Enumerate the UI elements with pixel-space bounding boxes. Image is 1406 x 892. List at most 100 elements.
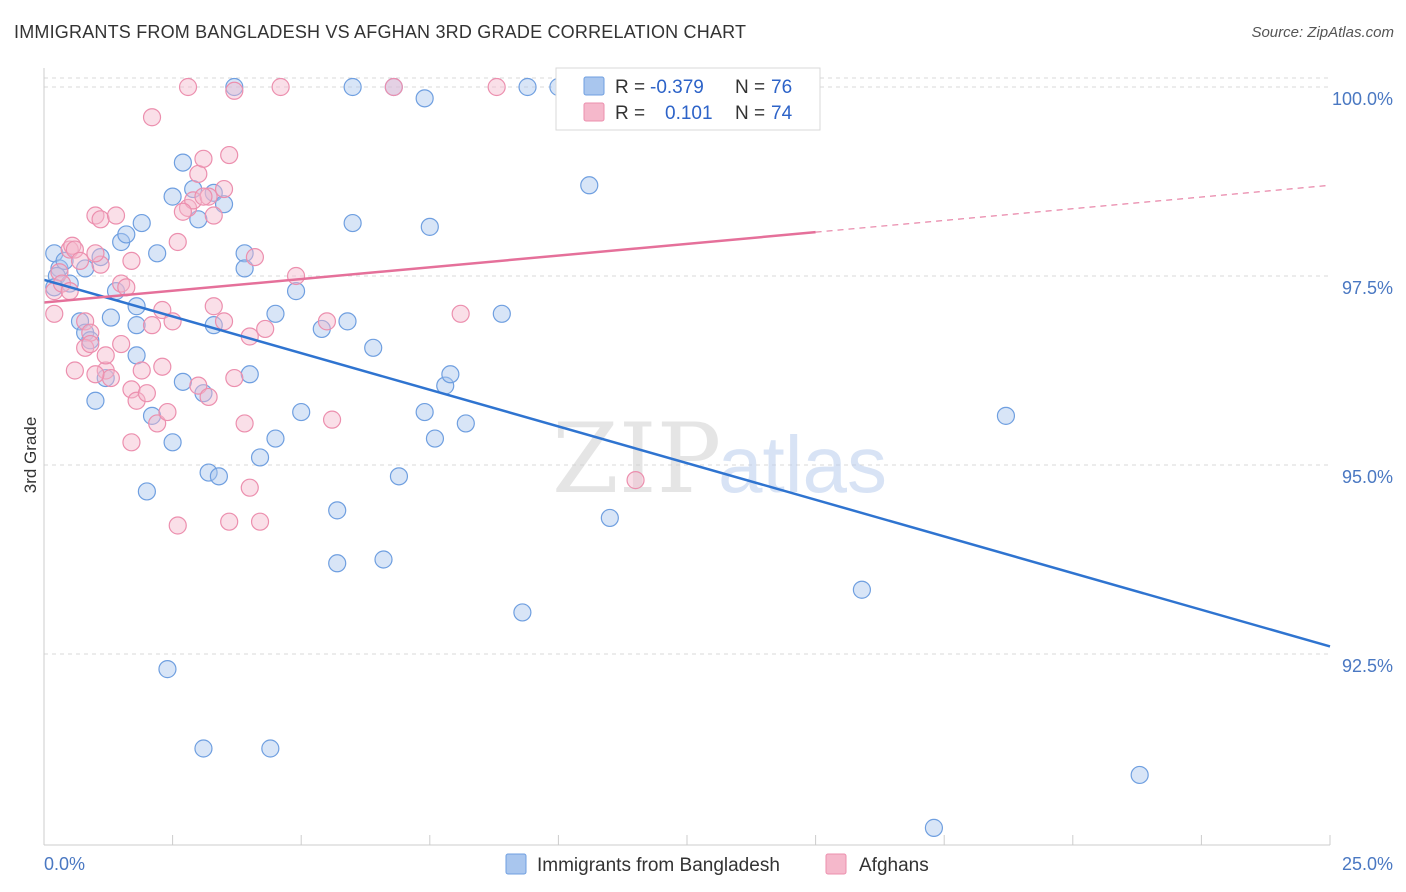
blue-point — [389, 467, 409, 486]
bottom-legend-swatch-blue — [505, 853, 527, 875]
pink-point — [168, 516, 187, 535]
blue-point — [996, 406, 1016, 425]
pink-point — [184, 191, 203, 210]
blue-point — [441, 365, 460, 384]
x-tick-label: 25.0% — [1342, 854, 1393, 874]
blue-point — [173, 372, 192, 391]
pink-point — [142, 316, 162, 335]
pink-point — [81, 334, 100, 354]
blue-trend-line — [43, 278, 1331, 648]
blue-point — [163, 433, 182, 452]
pink-point — [214, 312, 234, 331]
pink-point — [65, 361, 84, 380]
pink-point — [45, 304, 64, 323]
pink-point — [322, 410, 342, 429]
blue-point — [513, 603, 532, 622]
pink-point — [271, 77, 290, 97]
blue-point — [117, 225, 136, 244]
pink-point — [204, 297, 223, 316]
pink-point — [384, 77, 403, 97]
blue-point — [328, 554, 347, 573]
pink-point — [70, 251, 90, 270]
y-tick-label: 97.5% — [1342, 278, 1393, 298]
blue-point — [924, 818, 944, 837]
blue-point — [420, 217, 439, 236]
bottom-legend-swatch-pink — [825, 853, 847, 875]
blue-point — [209, 467, 228, 486]
legend-box: R = -0.379 N = 76 R = 0.101 N = 74 — [555, 67, 821, 131]
blue-point — [266, 429, 285, 448]
pink-point — [142, 108, 162, 127]
pink-point — [245, 248, 265, 267]
blue-point — [101, 308, 120, 327]
bottom-legend-label-pink: Afghans — [859, 855, 929, 876]
legend-r-value-blue: -0.379 — [650, 77, 704, 98]
pink-point — [122, 251, 141, 270]
legend-r-label-pink: R = — [615, 103, 645, 124]
y-tick-label: 95.0% — [1342, 467, 1393, 487]
blue-point — [492, 304, 511, 323]
blue-point — [235, 244, 254, 263]
blue-point — [261, 739, 280, 758]
pink-point — [91, 210, 110, 229]
blue-point — [194, 739, 213, 758]
legend-swatch-pink — [583, 102, 605, 122]
blue-point — [338, 312, 357, 331]
blue-point — [292, 402, 311, 422]
blue-point — [364, 338, 383, 357]
pink-point — [487, 77, 506, 97]
blue-point — [132, 213, 151, 233]
pink-point — [137, 384, 156, 403]
blue-point — [286, 282, 306, 301]
pink-point — [199, 387, 218, 407]
pink-point — [173, 202, 192, 221]
pink-point — [225, 81, 244, 100]
pink-point — [127, 391, 146, 410]
blue-point — [518, 77, 537, 97]
chart-source: Source: ZipAtlas.com — [1251, 24, 1394, 41]
pink-trend-line — [43, 230, 816, 304]
watermark: ZIP atlas — [552, 403, 887, 515]
blue-point — [173, 153, 192, 172]
blue-point — [70, 312, 90, 331]
watermark-atlas: atlas — [718, 420, 887, 509]
pink-point — [214, 179, 234, 199]
pink-point — [158, 402, 177, 422]
pink-point — [189, 164, 208, 184]
grid-layer — [44, 77, 1330, 655]
pink-point — [153, 357, 172, 376]
blue-point — [266, 304, 285, 323]
pink-point — [189, 376, 208, 395]
pink-point — [250, 512, 270, 531]
blue-point — [127, 346, 146, 365]
pink-point — [112, 334, 131, 354]
blue-point — [158, 660, 177, 679]
y-tick-label: 100.0% — [1332, 89, 1393, 109]
blue-point — [1130, 765, 1149, 785]
pink-point — [86, 365, 105, 384]
pink-point — [91, 255, 110, 274]
pink-point — [194, 149, 213, 168]
points-layer — [45, 77, 1149, 837]
legend-r-label-blue: R = — [615, 77, 645, 98]
pink-point — [235, 414, 254, 433]
pink-point — [96, 346, 115, 365]
blue-point — [415, 89, 434, 108]
pink-point — [626, 471, 645, 490]
blue-point — [415, 402, 434, 422]
pink-point — [132, 361, 151, 380]
axis-layer: 100.0% 97.5% 95.0% 92.5% 0.0% 25.0% — [43, 68, 1393, 874]
pink-point — [451, 304, 470, 323]
pink-point — [168, 232, 187, 252]
blue-point — [852, 580, 871, 599]
legend-n-label-pink: N = — [735, 103, 765, 124]
blue-point — [425, 429, 445, 448]
blue-point — [328, 501, 347, 520]
blue-point — [189, 210, 208, 229]
blue-point — [374, 550, 393, 569]
pink-point — [122, 433, 141, 452]
trend-layer — [43, 184, 1331, 648]
blue-point — [214, 195, 234, 214]
pink-point — [199, 187, 218, 206]
